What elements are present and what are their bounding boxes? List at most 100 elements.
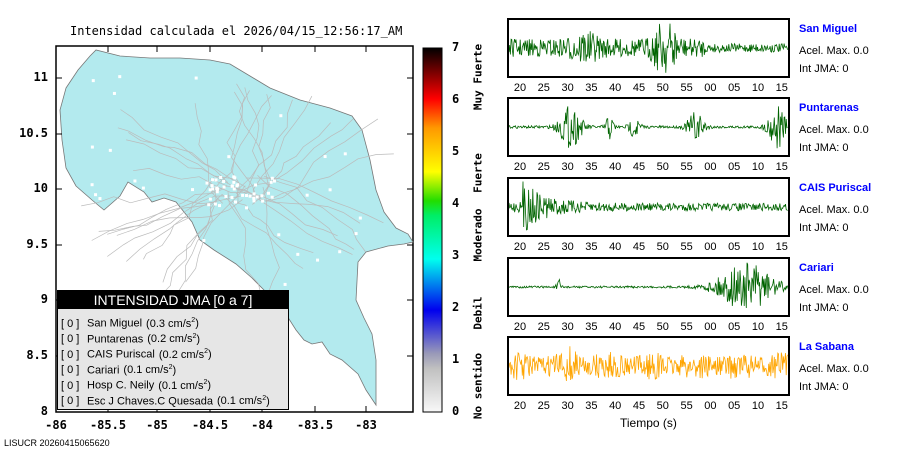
time-tick-label: 10 — [751, 400, 765, 412]
time-tick-label: 00 — [704, 400, 717, 412]
road — [237, 99, 293, 203]
seismogram-panel — [507, 177, 790, 237]
road — [98, 194, 223, 232]
station-dot — [252, 196, 256, 200]
station-dot — [255, 195, 259, 199]
station-dot — [207, 203, 211, 207]
station-dot — [354, 232, 358, 236]
road — [257, 175, 355, 250]
station-dot — [316, 258, 320, 262]
time-tick-label: 55 — [680, 241, 693, 253]
time-tick-label: 30 — [561, 82, 574, 94]
station-max-acceleration: Acel. Max. 0.0 — [799, 124, 869, 136]
time-tick-label: 35 — [585, 161, 598, 173]
legend-row: [ 0 ] San Miguel (0.3 cm/s2) — [58, 313, 288, 330]
road — [245, 177, 384, 224]
seismogram-panel — [507, 257, 790, 317]
time-tick-label: 20 — [513, 241, 527, 253]
time-tick-label: 20 — [513, 82, 527, 94]
legend-intensity: [ 0 ] — [61, 333, 80, 346]
time-tick-label: 15 — [775, 321, 788, 333]
legend-intensity: [ 0 ] — [61, 379, 80, 392]
station-dot — [118, 75, 122, 79]
time-tick-label: 10 — [751, 82, 765, 94]
time-tick-label: 55 — [680, 82, 693, 94]
lon-label: -84 — [251, 418, 273, 432]
road — [221, 194, 304, 269]
seismogram-panel — [507, 18, 790, 78]
road-network — [81, 83, 394, 306]
road — [265, 118, 379, 202]
station-dot — [270, 195, 274, 199]
time-tick-label: 30 — [561, 321, 574, 333]
time-tick-label: 35 — [585, 82, 598, 94]
station-dot — [233, 200, 237, 204]
colorbar-category-label: Muy Fuerte — [471, 43, 485, 110]
station-dot — [254, 183, 258, 187]
time-tick-label: 20 — [513, 161, 527, 173]
time-tick-label: 30 — [561, 161, 574, 173]
station-dot — [141, 186, 145, 190]
station-dot — [91, 79, 95, 83]
station-dot — [358, 216, 362, 220]
time-tick-label: 45 — [632, 241, 646, 253]
station-dot — [279, 114, 283, 118]
road — [258, 94, 271, 200]
station-dots — [90, 75, 362, 286]
legend-acceleration: (0.1 cm/s — [158, 379, 204, 392]
legend-intensity: [ 0 ] — [61, 395, 80, 408]
time-tick-label: 35 — [585, 241, 598, 253]
station-dot — [90, 183, 94, 187]
station-jma-intensity: Int JMA: 0 — [799, 222, 849, 234]
road — [230, 186, 353, 255]
time-tick-label: 00 — [704, 321, 717, 333]
time-tick-label: 40 — [609, 161, 622, 173]
colorbar-tick-label: 2 — [452, 300, 460, 314]
legend-station-name: Hosp C. Neily — [87, 379, 155, 392]
legend-row: [ 0 ] CAIS Puriscal (0.2 cm/s2) — [58, 344, 288, 361]
waveform-trace — [508, 106, 788, 149]
station-dot — [213, 202, 217, 206]
colorbar-tick-label: 0 — [452, 404, 460, 418]
station-dot — [245, 206, 249, 210]
road — [117, 127, 234, 181]
legend-station-name: Cariari — [87, 364, 120, 377]
station-jma-intensity: Int JMA: 0 — [799, 63, 849, 75]
time-tick-label: 00 — [704, 82, 717, 94]
legend-acceleration: (0.3 cm/s — [146, 317, 192, 330]
waveform-trace — [508, 181, 788, 231]
station-dot — [210, 184, 214, 188]
road — [263, 175, 366, 253]
station-dot — [241, 193, 245, 197]
legend-acceleration: (0.2 cm/s — [158, 348, 205, 361]
time-tick-label: 20 — [513, 400, 527, 412]
time-tick-label: 15 — [775, 161, 788, 173]
station-name: San Miguel — [799, 23, 858, 35]
station-dot — [133, 179, 137, 183]
legend-row: [ 0 ] Puntarenas (0.2 cm/s2) — [58, 329, 288, 346]
time-tick-label: 25 — [537, 321, 550, 333]
waveform-trace — [508, 346, 788, 382]
time-tick-label: 25 — [537, 241, 550, 253]
time-tick-label: 15 — [775, 241, 788, 253]
station-name: Cariari — [799, 262, 834, 274]
time-tick-label: 00 — [704, 161, 717, 173]
road — [162, 187, 217, 283]
road — [158, 197, 219, 298]
station-dot — [277, 233, 281, 237]
station-dot — [202, 239, 206, 243]
station-dot — [214, 178, 218, 182]
station-jma-intensity: Int JMA: 0 — [799, 142, 849, 154]
seismogram-panel — [507, 97, 790, 157]
legend-unit-exponent: 2 — [262, 394, 267, 402]
time-tick-label: 55 — [680, 161, 693, 173]
legend-close-paren: ) — [195, 317, 199, 330]
legend-close-paren: ) — [172, 364, 177, 377]
road — [244, 87, 260, 193]
lat-label: 10 — [33, 181, 48, 195]
time-tick-label: 05 — [728, 241, 741, 253]
time-tick-label: 30 — [561, 241, 574, 253]
lat-label: 10.5 — [19, 126, 48, 140]
station-dot — [272, 179, 276, 183]
station-dot — [219, 175, 223, 179]
